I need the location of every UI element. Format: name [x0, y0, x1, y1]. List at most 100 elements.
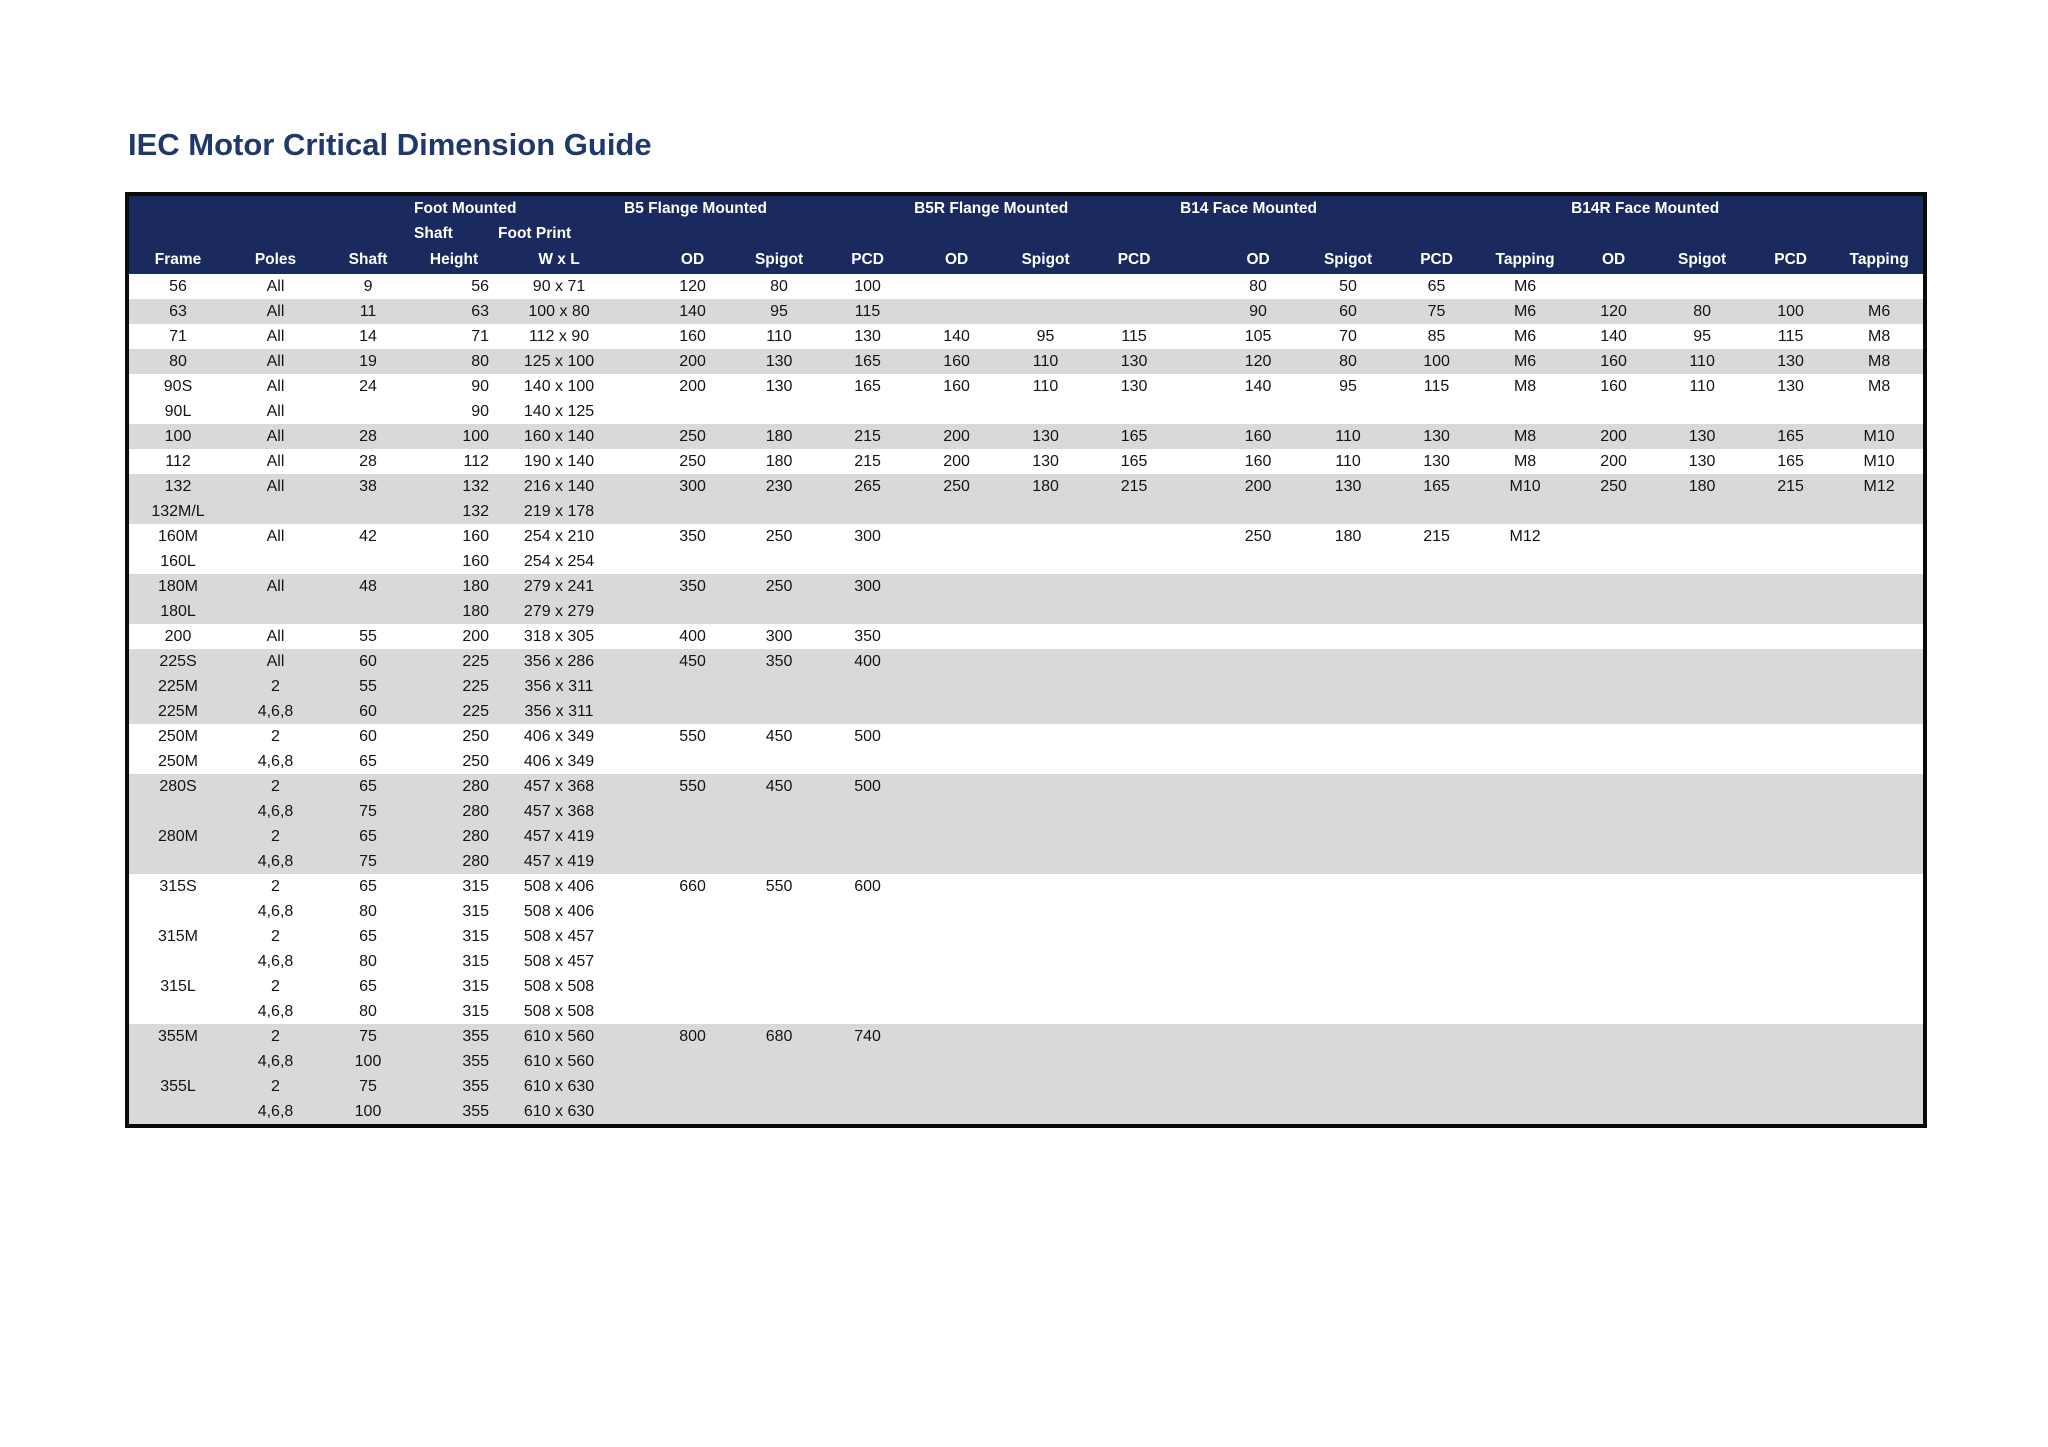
- table-row: 280S 2 65 280 457 x 368 550 450 500: [127, 774, 1926, 799]
- table-cell: [1569, 774, 1659, 799]
- table-cell: [1304, 924, 1393, 949]
- table-cell: [823, 1074, 913, 1099]
- table-cell: 100: [412, 424, 497, 449]
- table-cell: [1304, 649, 1393, 674]
- table-cell: 280S: [127, 774, 227, 799]
- table-cell: [1304, 1074, 1393, 1099]
- table-cell: 160M: [127, 524, 227, 549]
- table-cell: [1212, 849, 1305, 874]
- table-cell: 180L: [127, 599, 227, 624]
- table-cell: 63: [412, 299, 497, 324]
- table-cell: 250: [735, 524, 824, 549]
- spacer-cell: [1178, 649, 1213, 674]
- table-cell: 125 x 100: [496, 349, 623, 374]
- table-cell: [1481, 824, 1570, 849]
- column-header-cell: PCD: [1392, 246, 1482, 274]
- table-cell: [1001, 949, 1091, 974]
- table-cell: 610 x 560: [496, 1024, 623, 1049]
- table-cell: [912, 499, 1002, 524]
- table-cell: [1001, 599, 1091, 624]
- table-cell: 250: [735, 574, 824, 599]
- table-cell: 2: [227, 674, 324, 699]
- table-cell: [912, 599, 1002, 624]
- table-row: 4,6,8 100 355 610 x 560: [127, 1049, 1926, 1074]
- group-header-cell: B14R Face Mounted: [1569, 194, 1926, 221]
- table-cell: [1746, 649, 1836, 674]
- table-cell: M10: [1835, 424, 1926, 449]
- table-cell: [1001, 749, 1091, 774]
- table-cell: [1835, 774, 1926, 799]
- table-row: 56 All 9 56 90 x 71 120 80 100 80 50 65 M6: [127, 274, 1926, 299]
- table-cell: 200: [650, 349, 736, 374]
- table-cell: [1090, 899, 1179, 924]
- table-cell: [1746, 899, 1836, 924]
- table-row: 225M 2 55 225 356 x 311: [127, 674, 1926, 699]
- table-cell: [1304, 399, 1393, 424]
- table-cell: [1746, 499, 1836, 524]
- table-cell: [912, 824, 1002, 849]
- table-cell: 130: [823, 324, 913, 349]
- table-cell: [1090, 724, 1179, 749]
- table-cell: 130: [1090, 374, 1179, 399]
- table-cell: [1835, 924, 1926, 949]
- table-cell: [127, 1049, 227, 1074]
- table-cell: 90: [412, 374, 497, 399]
- table-cell: [1212, 974, 1305, 999]
- table-cell: 165: [1090, 424, 1179, 449]
- spacer-cell: [622, 1074, 651, 1099]
- table-cell: [735, 1074, 824, 1099]
- table-cell: [1481, 1049, 1570, 1074]
- spacer-cell: [1178, 499, 1213, 524]
- table-cell: [1746, 599, 1836, 624]
- table-cell: 60: [324, 699, 413, 724]
- table-cell: 95: [1658, 324, 1747, 349]
- table-cell: [1835, 499, 1926, 524]
- table-cell: 500: [823, 724, 913, 749]
- table-cell: 80: [324, 949, 413, 974]
- group-header-cell: B5R Flange Mounted: [912, 194, 1179, 221]
- table-cell: [1569, 1024, 1659, 1049]
- table-cell: [1835, 1024, 1926, 1049]
- table-cell: [735, 999, 824, 1024]
- table-cell: 160: [1569, 349, 1659, 374]
- table-cell: [650, 599, 736, 624]
- table-cell: [1392, 774, 1482, 799]
- table-row: 160M All 42 160 254 x 210 350 250 300 250 180 215 M…: [127, 524, 1926, 549]
- table-cell: 315: [412, 974, 497, 999]
- table-cell: 550: [735, 874, 824, 899]
- table-cell: [1090, 599, 1179, 624]
- table-cell: [1090, 824, 1179, 849]
- table-cell: 130: [1090, 349, 1179, 374]
- table-cell: [650, 924, 736, 949]
- table-row: 280M 2 65 280 457 x 419: [127, 824, 1926, 849]
- table-cell: 279 x 241: [496, 574, 623, 599]
- table-cell: [1001, 674, 1091, 699]
- table-cell: [1304, 999, 1393, 1024]
- table-cell: [1392, 1024, 1482, 1049]
- table-cell: [1746, 924, 1836, 949]
- table-cell: [1001, 1099, 1091, 1126]
- table-cell: [1835, 874, 1926, 899]
- table-cell: 120: [1212, 349, 1305, 374]
- table-cell: [1212, 699, 1305, 724]
- table-cell: M10: [1835, 449, 1926, 474]
- table-cell: [1001, 574, 1091, 599]
- table-cell: [1212, 874, 1305, 899]
- table-cell: [912, 624, 1002, 649]
- table-cell: [1090, 624, 1179, 649]
- table-cell: 457 x 419: [496, 849, 623, 874]
- table-cell: [1746, 699, 1836, 724]
- table-cell: [1746, 824, 1836, 849]
- table-cell: [1304, 824, 1393, 849]
- table-cell: [1569, 749, 1659, 774]
- table-cell: 110: [1658, 349, 1747, 374]
- table-cell: [127, 1099, 227, 1126]
- table-cell: [1304, 1049, 1393, 1074]
- spacer-cell: [622, 374, 651, 399]
- table-row: 100 All 28 100 160 x 140 250 180 215 200 130 165 16…: [127, 424, 1926, 449]
- table-cell: [912, 524, 1002, 549]
- table-cell: 48: [324, 574, 413, 599]
- table-cell: [1569, 949, 1659, 974]
- table-cell: 315: [412, 874, 497, 899]
- table-cell: 180: [412, 574, 497, 599]
